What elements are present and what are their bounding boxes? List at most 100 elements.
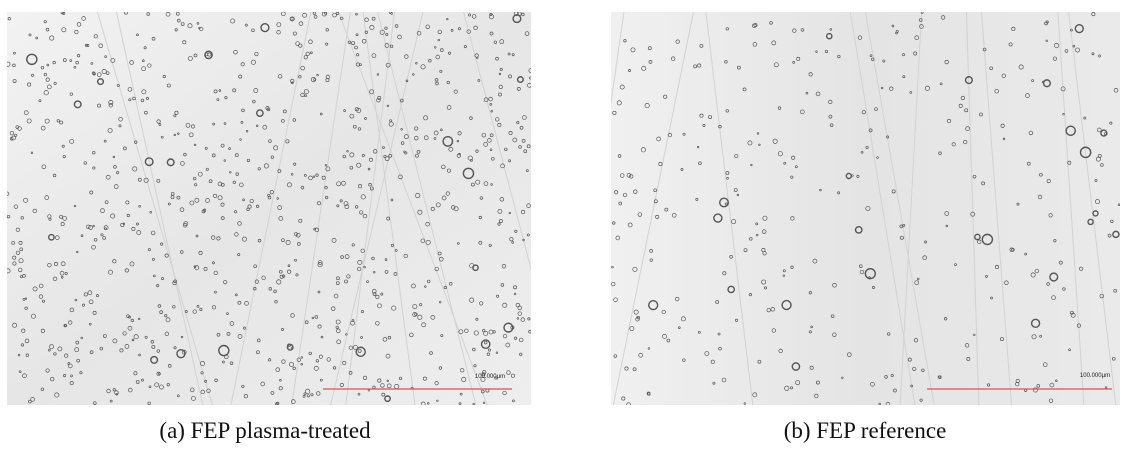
droplet — [398, 376, 403, 380]
droplet — [223, 280, 228, 285]
droplet — [400, 98, 404, 103]
droplet — [360, 194, 366, 200]
droplet — [173, 346, 177, 350]
droplet — [1079, 146, 1092, 159]
droplet — [64, 353, 69, 358]
droplet — [177, 132, 180, 135]
droplet — [504, 147, 508, 151]
droplet — [277, 205, 283, 210]
droplet — [69, 59, 73, 62]
droplet — [795, 380, 801, 386]
droplet — [527, 317, 531, 321]
droplet — [792, 28, 797, 33]
droplet — [682, 132, 686, 136]
droplet — [476, 56, 479, 60]
droplet — [1109, 121, 1113, 125]
droplet — [179, 207, 185, 212]
droplet — [782, 274, 786, 277]
droplet — [7, 61, 11, 67]
droplet — [211, 153, 216, 158]
droplet — [527, 82, 531, 88]
droplet — [483, 340, 488, 345]
droplet — [1070, 28, 1073, 32]
droplet — [40, 65, 45, 70]
droplet — [44, 195, 50, 200]
droplet — [1100, 163, 1104, 167]
droplet — [357, 348, 362, 353]
droplet — [390, 12, 393, 15]
droplet — [24, 338, 30, 344]
droplet — [76, 22, 82, 27]
droplet — [805, 91, 809, 95]
droplet — [335, 281, 340, 285]
micrograph — [7, 12, 531, 405]
droplet — [727, 285, 736, 294]
scale-label: 100.000µm — [475, 374, 505, 380]
droplet — [944, 211, 950, 216]
droplet — [346, 274, 351, 279]
droplet — [613, 297, 618, 303]
droplet — [156, 284, 160, 288]
droplet — [719, 197, 729, 208]
droplet — [181, 349, 187, 355]
droplet — [1004, 280, 1009, 286]
droplet — [335, 325, 339, 329]
droplet — [712, 381, 716, 385]
droplet — [20, 343, 25, 347]
droplet — [326, 357, 331, 362]
droplet — [773, 62, 779, 68]
droplet — [376, 73, 380, 76]
droplet — [757, 359, 762, 364]
droplet — [503, 322, 514, 333]
droplet — [359, 210, 364, 215]
droplet — [140, 98, 145, 103]
droplet — [508, 131, 513, 136]
droplet — [837, 54, 841, 59]
droplet — [1117, 203, 1120, 207]
droplet — [361, 154, 365, 158]
droplet — [293, 232, 299, 237]
droplet — [964, 343, 970, 348]
droplet — [202, 208, 207, 212]
droplet — [12, 322, 18, 328]
droplet — [297, 242, 301, 246]
droplet — [325, 166, 331, 172]
droplet — [737, 65, 741, 70]
droplet — [21, 328, 26, 333]
droplet — [635, 317, 640, 322]
droplet — [653, 188, 657, 193]
droplet — [986, 383, 991, 387]
droplet — [919, 24, 924, 29]
droplet — [619, 173, 625, 178]
droplet — [864, 267, 876, 280]
droplet — [343, 201, 349, 206]
droplet — [260, 22, 270, 33]
droplet — [415, 193, 421, 199]
droplet — [336, 339, 341, 345]
droplet — [357, 392, 361, 396]
droplet — [1031, 79, 1034, 82]
droplet — [298, 75, 302, 79]
droplet — [324, 164, 328, 167]
droplet — [1087, 218, 1094, 226]
droplet — [637, 212, 643, 217]
droplet — [116, 83, 120, 87]
droplet — [276, 30, 281, 35]
droplet — [150, 230, 156, 236]
droplet — [479, 196, 484, 200]
droplet — [28, 33, 32, 37]
droplet — [815, 50, 818, 53]
droplet — [241, 236, 247, 242]
droplet — [54, 261, 59, 266]
droplet — [312, 175, 316, 178]
droplet — [497, 222, 501, 226]
droplet — [482, 329, 486, 333]
droplet — [675, 296, 680, 302]
droplet — [300, 92, 305, 98]
droplet — [356, 108, 362, 113]
droplet — [23, 197, 29, 203]
droplet — [1046, 282, 1050, 286]
droplet — [199, 307, 203, 311]
droplet — [287, 264, 291, 267]
droplet — [377, 303, 382, 309]
